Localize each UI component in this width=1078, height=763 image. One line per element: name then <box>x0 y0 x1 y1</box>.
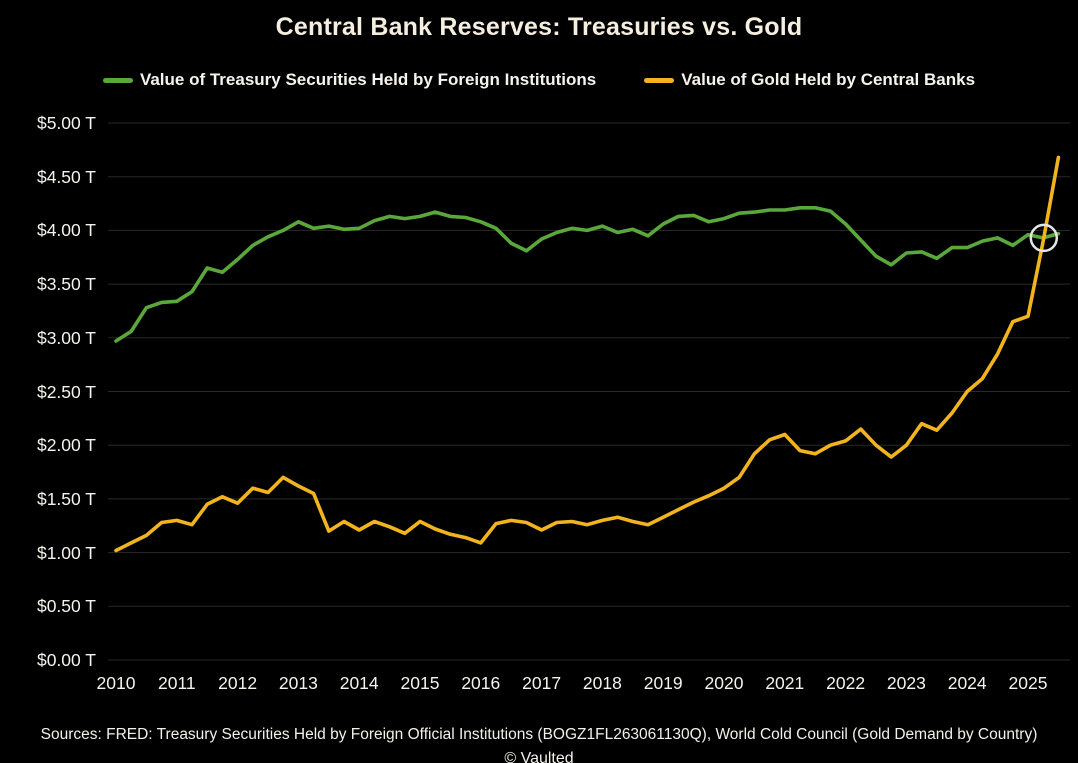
legend-label: Value of Treasury Securities Held by For… <box>139 70 597 89</box>
sources-text: Sources: FRED: Treasury Securities Held … <box>40 726 1038 743</box>
legend-swatch-icon <box>644 77 675 83</box>
gold-line <box>114 155 1061 553</box>
y-tick-label: $1.50 T <box>36 488 96 509</box>
x-tick-label: 2022 <box>826 673 866 693</box>
y-tick-label: $0.50 T <box>36 596 96 617</box>
x-tick-label: 2011 <box>157 673 196 693</box>
legend-swatch-icon <box>102 77 133 83</box>
y-tick-label: $5.00 T <box>36 113 96 133</box>
y-tick-label: $2.50 T <box>36 381 96 402</box>
credit-text: © Vaulted <box>504 750 574 763</box>
legend-item-gold: Value of Gold Held by Central Banks <box>644 70 975 90</box>
legend-label: Value of Gold Held by Central Banks <box>681 70 976 89</box>
y-tick-label: $3.50 T <box>36 274 96 295</box>
x-tick-label: 2014 <box>339 673 379 693</box>
x-tick-label: 2024 <box>947 673 987 693</box>
y-tick-label: $4.50 T <box>36 166 96 187</box>
x-tick-label: 2016 <box>461 673 501 693</box>
treasury-line <box>114 206 1061 343</box>
x-tick-label: 2023 <box>886 673 926 693</box>
y-tick-label: $3.00 T <box>36 327 96 348</box>
legend-item-treasuries: Value of Treasury Securities Held by For… <box>102 70 597 90</box>
x-tick-label: 2019 <box>643 673 683 693</box>
x-tick-label: 2020 <box>704 673 744 693</box>
y-axis-labels: $0.00 T $0.50 T $1.00 T $1.50 T $2.00 T $2.50… <box>0 110 96 670</box>
y-tick-label: $0.00 T <box>36 650 96 670</box>
plot-area <box>108 122 1070 661</box>
y-tick-label: $4.00 T <box>36 220 96 241</box>
x-tick-label: 2021 <box>765 673 805 693</box>
x-tick-label: 2025 <box>1008 673 1048 693</box>
chart-legend: Value of Treasury Securities Held by For… <box>0 70 1078 90</box>
crossover-circle-icon <box>1029 223 1059 253</box>
x-tick-label: 2010 <box>96 673 136 693</box>
x-tick-label: 2015 <box>400 673 440 693</box>
x-tick-label: 2018 <box>582 673 622 693</box>
x-tick-label: 2017 <box>522 673 562 693</box>
y-tick-label: $2.00 T <box>36 435 96 456</box>
x-axis-labels: 2010 2011 2012 2013 2014 2015 2016 2017 2018 2019… <box>97 673 1072 699</box>
x-tick-label: 2013 <box>278 673 318 693</box>
x-tick-label: 2012 <box>218 673 258 693</box>
y-tick-label: $1.00 T <box>36 542 96 563</box>
chart-title: Central Bank Reserves: Treasuries vs. Go… <box>275 13 803 41</box>
